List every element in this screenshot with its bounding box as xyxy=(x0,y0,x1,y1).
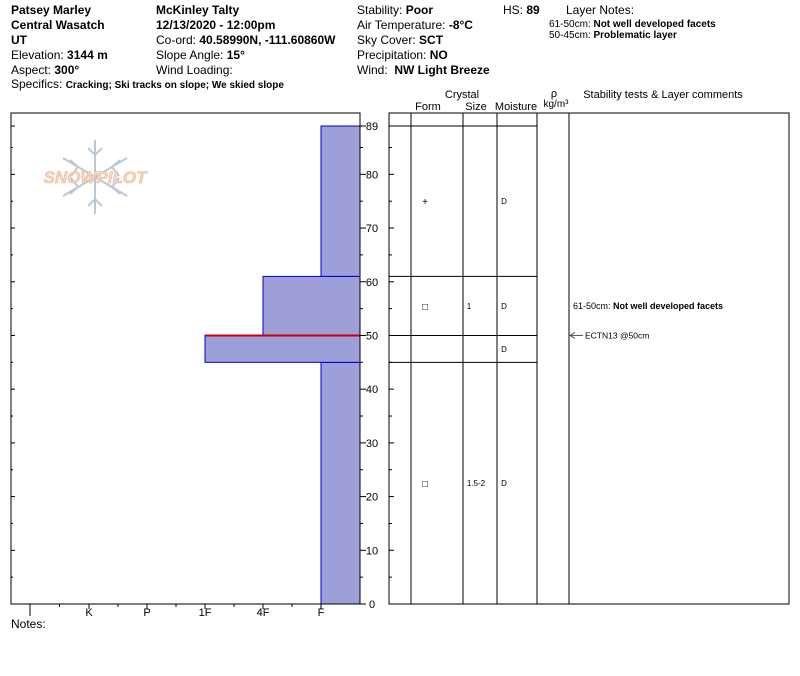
x-tick-label: K xyxy=(85,607,93,619)
datetime: 12/13/2020 - 12:00pm xyxy=(156,18,276,32)
col-stability-label: Stability tests & Layer comments xyxy=(583,89,743,101)
notes-label: Notes: xyxy=(11,617,46,631)
y-tick-label: 40 xyxy=(366,384,378,396)
wind-loading: Wind Loading: xyxy=(156,63,233,77)
snow-height: HS: 89 xyxy=(503,3,540,17)
range-name: Central Wasatch xyxy=(11,18,105,32)
col-crystal-label: Crystal xyxy=(445,89,479,101)
layer-table-frame xyxy=(388,112,790,605)
col-form-label: Form xyxy=(415,101,441,113)
moisture-value: D xyxy=(501,345,507,354)
y-tick-label: 10 xyxy=(366,545,378,557)
y-tick-label: 20 xyxy=(366,492,378,504)
moisture-value: D xyxy=(501,302,507,311)
x-tick-label: F xyxy=(318,607,325,619)
layer-notes-title: Layer Notes: xyxy=(566,3,635,17)
state-name: UT xyxy=(11,33,27,47)
layer-note-1: 61-50cm: Not well developed facets xyxy=(549,19,716,30)
x-tick-label: 1F xyxy=(199,607,212,619)
y-tick-label: 30 xyxy=(366,438,378,450)
stability-test-label: ECTN13 @50cm xyxy=(585,330,649,340)
slope-angle: Slope Angle: 15° xyxy=(156,48,245,62)
hardness-bar xyxy=(262,275,361,336)
grain-size: 1.5-2 xyxy=(467,479,486,488)
air-temperature: Air Temperature: -8°C xyxy=(357,18,473,32)
elevation: Elevation: 3144 m xyxy=(11,48,108,62)
hardness-bar xyxy=(320,361,361,605)
logo-text: SNOWPILOT xyxy=(44,168,149,187)
moisture-value: D xyxy=(501,479,507,488)
stability: Stability: Poor xyxy=(357,3,434,17)
y-tick-label: 89 xyxy=(366,121,378,133)
layer-comment: 61-50cm: Not well developed facets xyxy=(573,301,723,311)
precipitation: Precipitation: NO xyxy=(357,48,448,62)
sky-cover: Sky Cover: SCT xyxy=(357,33,444,47)
layer-comment-text: Not well developed facets xyxy=(613,301,723,311)
layer-note-2: 50-45cm: Problematic layer xyxy=(549,30,677,41)
hardness-bar xyxy=(204,334,361,363)
x-tick-label: 4F xyxy=(257,607,270,619)
col-moisture-label: Moisture xyxy=(495,101,537,113)
y-tick-label: 60 xyxy=(366,277,378,289)
snowflake-icon xyxy=(62,140,128,214)
snowpilot-logo: SNOWPILOT xyxy=(43,140,149,214)
coordinates: Co-ord: 40.58990N, -111.60860W xyxy=(156,33,336,47)
observer-name: Patsey Marley xyxy=(11,3,92,17)
grain-form-symbol: □ xyxy=(422,302,428,313)
x-tick-label: I xyxy=(28,607,31,619)
aspect: Aspect: 300° xyxy=(11,63,80,77)
specifics: Specifics: Cracking; Ski tracks on slope… xyxy=(11,77,284,91)
y-tick-label: 70 xyxy=(366,223,378,235)
y-tick-label: 0 xyxy=(369,599,375,611)
grain-form-symbol: + xyxy=(422,197,428,208)
y-tick-label: 80 xyxy=(366,169,378,181)
location-name: McKinley Talty xyxy=(156,3,240,17)
col-rho-label: ρ xyxy=(551,88,557,100)
wind: Wind: NW Light Breeze xyxy=(357,63,490,77)
moisture-value: D xyxy=(501,197,507,206)
hardness-chart-frame xyxy=(10,112,361,605)
layer-comment-range: 61-50cm: xyxy=(573,301,613,311)
col-size-label: Size xyxy=(465,101,486,113)
grain-size: 1 xyxy=(467,302,472,311)
test-arrow-head xyxy=(569,332,576,339)
grain-form-symbol: □ xyxy=(422,479,428,490)
x-tick-label: P xyxy=(143,607,150,619)
hardness-bar xyxy=(320,125,361,277)
col-density-label: kg/m³ xyxy=(544,99,570,110)
y-tick-label: 50 xyxy=(366,330,378,342)
